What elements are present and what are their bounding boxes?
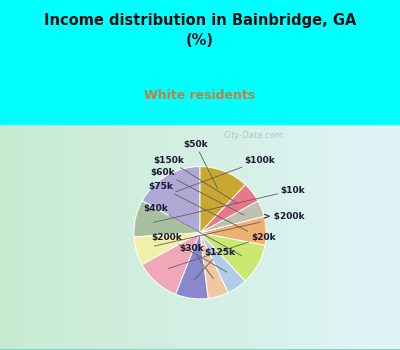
Wedge shape: [200, 233, 245, 293]
Text: $100k: $100k: [176, 156, 275, 192]
Text: City-Data.com: City-Data.com: [224, 131, 284, 140]
Wedge shape: [134, 201, 200, 237]
Wedge shape: [134, 233, 200, 265]
Text: $60k: $60k: [151, 168, 244, 215]
Wedge shape: [142, 167, 200, 233]
Text: $125k: $125k: [194, 248, 235, 280]
Text: White residents: White residents: [144, 89, 256, 102]
Text: $40k: $40k: [144, 204, 242, 256]
Wedge shape: [200, 184, 258, 233]
Text: $20k: $20k: [168, 233, 276, 268]
Wedge shape: [200, 201, 264, 233]
Wedge shape: [176, 233, 208, 299]
Wedge shape: [200, 216, 266, 245]
Text: $200k: $200k: [151, 233, 227, 272]
Text: Income distribution in Bainbridge, GA
(%): Income distribution in Bainbridge, GA (%…: [44, 13, 356, 48]
Wedge shape: [142, 233, 200, 294]
Text: $50k: $50k: [183, 140, 218, 188]
Wedge shape: [200, 167, 245, 233]
Text: $10k: $10k: [154, 186, 305, 222]
Text: > $200k: > $200k: [154, 212, 304, 246]
Text: $30k: $30k: [179, 244, 213, 279]
Text: $150k: $150k: [154, 156, 238, 204]
Wedge shape: [200, 233, 228, 299]
Text: $75k: $75k: [148, 182, 248, 231]
Wedge shape: [200, 233, 265, 281]
